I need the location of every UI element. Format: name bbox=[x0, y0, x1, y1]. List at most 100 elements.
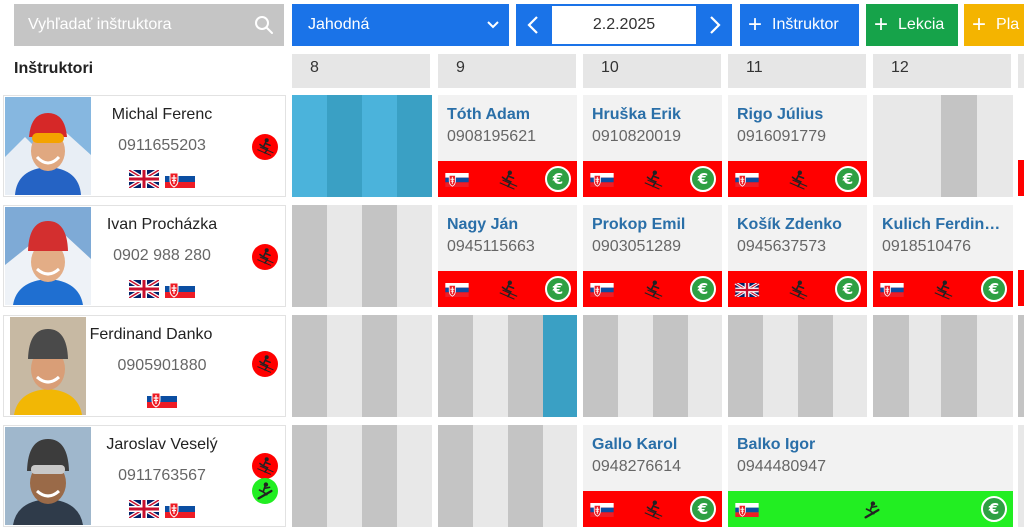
search-input[interactable] bbox=[14, 4, 244, 46]
client-phone: 0945637573 bbox=[737, 238, 826, 255]
time-slot[interactable] bbox=[473, 315, 508, 417]
date-value[interactable]: 2.2.2025 bbox=[552, 6, 696, 44]
time-slot-booked[interactable] bbox=[292, 95, 327, 197]
lesson-card[interactable]: Nagy Ján 0945115663 € bbox=[438, 205, 577, 307]
client-name: Košík Zdenko bbox=[737, 216, 842, 233]
time-slot[interactable] bbox=[292, 205, 327, 307]
lesson-card[interactable]: Balko Igor 0944480947 € bbox=[728, 425, 1013, 527]
time-slot[interactable] bbox=[397, 425, 432, 527]
add-lesson-button[interactable]: + Lekcia bbox=[866, 4, 958, 46]
add-third-button[interactable]: + Pla bbox=[964, 4, 1024, 46]
avatar bbox=[10, 317, 86, 415]
time-slot[interactable] bbox=[977, 315, 1013, 417]
time-slot[interactable] bbox=[873, 95, 909, 197]
add-instructor-button[interactable]: + Inštruktor bbox=[740, 4, 859, 46]
skier-icon bbox=[933, 279, 953, 300]
lesson-card[interactable]: Prokop Emil 0903051289 € bbox=[583, 205, 722, 307]
chevron-left-icon[interactable] bbox=[516, 4, 550, 46]
lesson-card[interactable]: Hruška Erik 0910820019 € bbox=[583, 95, 722, 197]
time-slot[interactable] bbox=[763, 315, 798, 417]
time-slot[interactable] bbox=[583, 315, 618, 417]
lesson-status-bar: € bbox=[728, 491, 1013, 527]
euro-icon[interactable]: € bbox=[690, 276, 716, 302]
euro-icon[interactable]: € bbox=[981, 496, 1007, 522]
lesson-status-bar: € bbox=[873, 271, 1013, 307]
time-slot[interactable] bbox=[543, 425, 577, 527]
instructor-name: Michal Ferenc bbox=[111, 106, 213, 123]
lesson-card[interactable]: Rigo Július 0916091779 € bbox=[728, 95, 867, 197]
flag-sk-icon bbox=[147, 390, 177, 408]
time-slot-booked[interactable] bbox=[327, 95, 362, 197]
time-slot[interactable] bbox=[362, 205, 397, 307]
skier-icon bbox=[643, 169, 663, 190]
time-slot[interactable] bbox=[977, 95, 1013, 197]
instructor-card[interactable]: Jaroslav Veselý 0911763567 bbox=[3, 425, 286, 527]
time-slot[interactable] bbox=[1018, 425, 1024, 527]
time-slot[interactable] bbox=[438, 425, 473, 527]
hour-header: 11 bbox=[728, 54, 866, 88]
lesson-card[interactable]: Tóth Adam 0908195621 € bbox=[438, 95, 577, 197]
time-slot[interactable] bbox=[941, 315, 977, 417]
time-slot[interactable] bbox=[618, 315, 653, 417]
time-slot[interactable] bbox=[292, 315, 327, 417]
time-slot[interactable] bbox=[941, 95, 977, 197]
lesson-card[interactable]: Kulich Ferdinand 0918510476 € bbox=[873, 205, 1013, 307]
hour-header: 10 bbox=[583, 54, 721, 88]
time-slot[interactable] bbox=[728, 315, 763, 417]
lesson-status-bar: € bbox=[583, 271, 722, 307]
chevron-right-icon[interactable] bbox=[698, 4, 732, 46]
search-icon[interactable] bbox=[244, 4, 284, 46]
time-slot[interactable] bbox=[833, 315, 867, 417]
instructor-card[interactable]: Ferdinand Danko 0905901880 bbox=[3, 315, 286, 417]
time-slot[interactable] bbox=[438, 315, 473, 417]
instructor-card[interactable]: Michal Ferenc 0911655203 bbox=[3, 95, 286, 197]
time-slot-booked[interactable] bbox=[543, 315, 577, 417]
lesson-bar-overflow bbox=[1018, 270, 1024, 306]
time-slot[interactable] bbox=[397, 205, 432, 307]
time-slot[interactable] bbox=[798, 315, 833, 417]
language-flags bbox=[92, 500, 232, 518]
skier-icon bbox=[256, 137, 275, 157]
euro-icon[interactable]: € bbox=[981, 276, 1007, 302]
time-slot[interactable] bbox=[327, 315, 362, 417]
lesson-card[interactable]: Gallo Karol 0948276614 € bbox=[583, 425, 722, 527]
time-slot[interactable] bbox=[688, 315, 722, 417]
lesson-card[interactable]: Košík Zdenko 0945637573 € bbox=[728, 205, 867, 307]
skier-icon bbox=[498, 279, 518, 300]
euro-icon[interactable]: € bbox=[835, 166, 861, 192]
time-slot[interactable] bbox=[397, 315, 432, 417]
euro-icon[interactable]: € bbox=[690, 496, 716, 522]
time-slot[interactable] bbox=[653, 315, 688, 417]
instructor-name: Ferdinand Danko bbox=[89, 326, 213, 343]
time-slot[interactable] bbox=[327, 425, 362, 527]
time-slot[interactable] bbox=[508, 425, 543, 527]
time-slot[interactable] bbox=[909, 315, 941, 417]
hour-header: 8 bbox=[292, 54, 430, 88]
euro-icon[interactable]: € bbox=[545, 166, 571, 192]
time-slot[interactable] bbox=[292, 425, 327, 527]
instructor-card[interactable]: Ivan Procházka 0902 988 280 bbox=[3, 205, 286, 307]
time-slot[interactable] bbox=[873, 315, 909, 417]
time-slot[interactable] bbox=[362, 425, 397, 527]
euro-icon[interactable]: € bbox=[690, 166, 716, 192]
client-phone: 0944480947 bbox=[737, 458, 826, 475]
time-slot[interactable] bbox=[473, 425, 508, 527]
time-slot[interactable] bbox=[1018, 315, 1024, 417]
euro-icon[interactable]: € bbox=[545, 276, 571, 302]
time-slot[interactable] bbox=[909, 95, 941, 197]
skier-icon bbox=[256, 354, 275, 374]
time-slot-booked[interactable] bbox=[362, 95, 397, 197]
lesson-status-bar: € bbox=[438, 161, 577, 197]
skier-icon bbox=[256, 247, 275, 267]
time-slot[interactable] bbox=[327, 205, 362, 307]
time-slot-booked[interactable] bbox=[397, 95, 432, 197]
flag-sk-icon bbox=[589, 173, 615, 187]
time-slot[interactable] bbox=[362, 315, 397, 417]
resort-select[interactable]: Jahodná bbox=[292, 4, 509, 46]
lesson-status-bar: € bbox=[728, 271, 867, 307]
instructor-search bbox=[14, 4, 284, 46]
euro-icon[interactable]: € bbox=[835, 276, 861, 302]
time-slot[interactable] bbox=[508, 315, 543, 417]
skier-icon bbox=[788, 279, 808, 300]
